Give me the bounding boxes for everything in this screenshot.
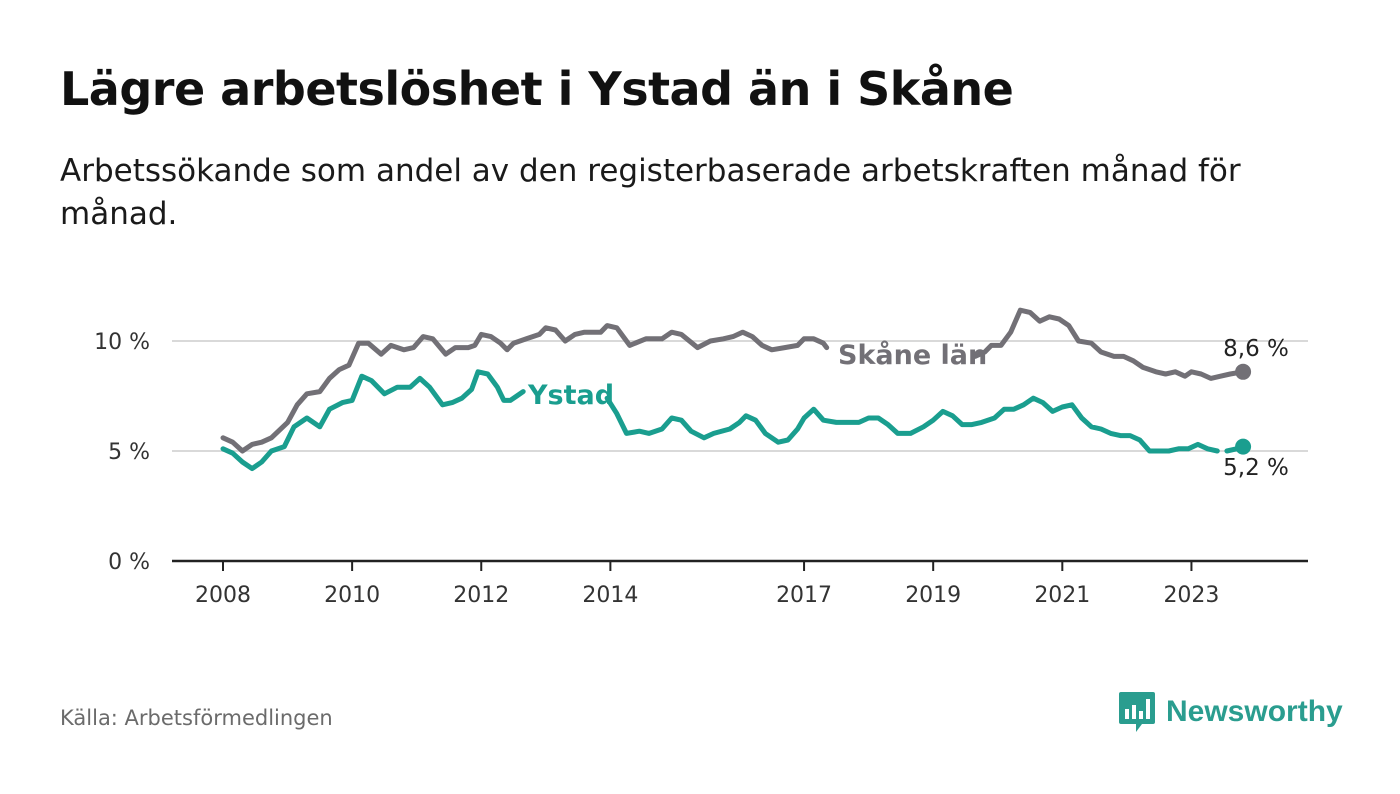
series-line-ystad-0: [220, 369, 526, 472]
x-tick-label: 2008: [195, 583, 251, 608]
source-note: Källa: Arbetsförmedlingen: [60, 706, 333, 730]
x-tick-label: 2019: [905, 583, 961, 608]
series-labels: Skåne län Ystad 8,6 % 5,2 %: [527, 336, 1289, 481]
x-tick-label: 2023: [1163, 583, 1219, 608]
y-tick-label: 10 %: [94, 330, 150, 355]
series-label-ystad: Ystad: [527, 380, 614, 411]
x-tick-label: 2010: [324, 583, 380, 608]
newsworthy-logo-text: Newsworthy: [1166, 695, 1343, 728]
series-line-ystad-1: [604, 395, 1220, 454]
axes: 0 % 5 % 10 % 2008 2010 2012 2014 2017 2019 2021 20…: [94, 330, 1308, 608]
y-tick-label: 0 %: [108, 550, 150, 575]
newsworthy-logo[interactable]: Newsworthy: [1118, 690, 1343, 734]
x-tick-label: 2012: [453, 583, 509, 608]
end-point-ystad: [1235, 438, 1252, 455]
end-label-ystad: 5,2 %: [1223, 455, 1289, 481]
newsworthy-logo-icon: [1119, 692, 1155, 732]
end-label-skane: 8,6 %: [1223, 336, 1289, 362]
chart-subtitle: Arbetssökande som andel av den registerb…: [60, 153, 1241, 232]
x-tick-label: 2014: [582, 583, 638, 608]
chart-title: Lägre arbetslöshet i Ystad än i Skåne: [60, 62, 1014, 116]
x-tick-label: 2021: [1034, 583, 1090, 608]
x-tick-label: 2017: [776, 583, 832, 608]
line-chart: 0 % 5 % 10 % 2008 2010 2012 2014 2017 2019 2021 20…: [94, 307, 1308, 608]
y-tick-label: 5 %: [108, 440, 150, 465]
series-lines: [220, 307, 1252, 472]
series-label-skane: Skåne län: [838, 339, 987, 371]
end-point-skane: [1235, 363, 1252, 380]
gridlines: [172, 340, 1308, 452]
series-line-skane-1: [972, 307, 1246, 381]
series-line-skane-0: [220, 323, 830, 454]
